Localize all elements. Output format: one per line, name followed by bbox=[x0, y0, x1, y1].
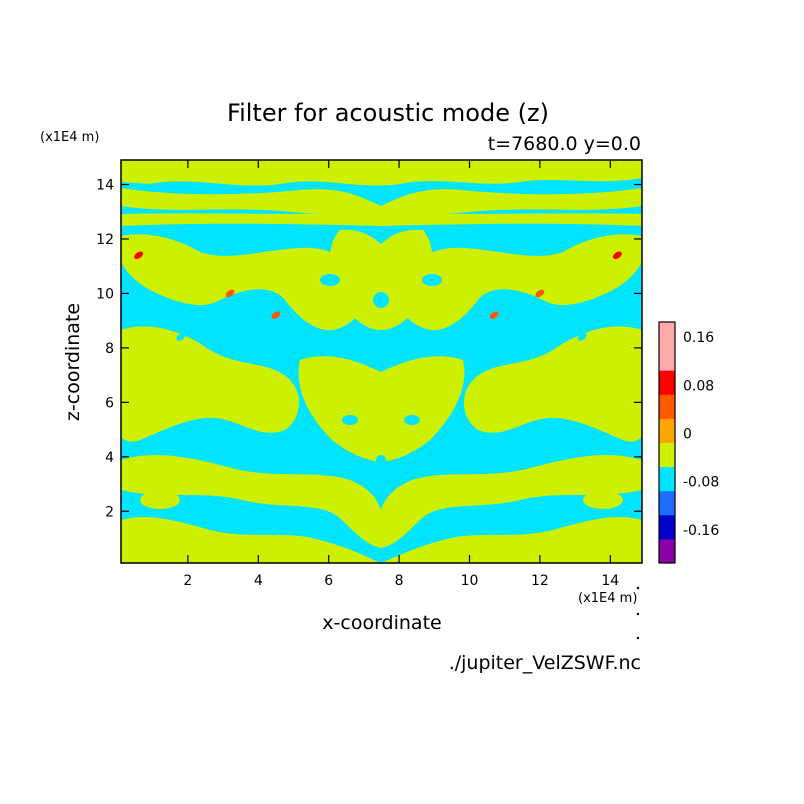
feature-markers bbox=[134, 251, 622, 341]
y-tick-label: 2 bbox=[105, 504, 114, 520]
marker-dot bbox=[636, 612, 640, 616]
chart-subtitle: t=7680.0 y=0.0 bbox=[488, 133, 641, 155]
positive-band bbox=[121, 160, 642, 563]
y-axis-label: z-coordinate bbox=[62, 303, 84, 421]
x-tick-label: 6 bbox=[324, 573, 333, 589]
colorbar-swatch bbox=[659, 322, 675, 347]
y-tick-label: 10 bbox=[96, 286, 114, 302]
colorbar-swatch bbox=[659, 418, 675, 443]
colorbar-tick-label: 0.16 bbox=[683, 330, 714, 346]
x-tick-label: 8 bbox=[395, 573, 404, 589]
x-tick-label: 12 bbox=[531, 573, 549, 589]
colorbar-swatch bbox=[659, 370, 675, 395]
negative-holes bbox=[320, 274, 442, 465]
y-tick-label: 4 bbox=[105, 450, 114, 466]
feature-blob bbox=[225, 289, 235, 298]
chart-title: Filter for acoustic mode (z) bbox=[227, 99, 549, 127]
x-tick-label: 2 bbox=[183, 573, 192, 589]
marker-dot bbox=[636, 586, 640, 590]
x-axis: 2 4 6 8 10 12 14 bbox=[183, 160, 619, 589]
feature-blob bbox=[271, 311, 281, 319]
feature-blob bbox=[577, 333, 587, 341]
colorbar-swatch bbox=[659, 490, 675, 516]
contour-field bbox=[121, 160, 642, 563]
y-axis: 2 4 6 8 10 12 14 bbox=[96, 178, 642, 520]
x-tick-label: 10 bbox=[461, 573, 479, 589]
colorbar-swatch bbox=[659, 514, 675, 540]
colorbar-tick-label: -0.16 bbox=[683, 523, 719, 539]
colorbar-frame bbox=[658, 321, 676, 564]
colorbar-tick-label: -0.08 bbox=[683, 475, 719, 491]
feature-blob bbox=[535, 289, 545, 298]
y-tick-label: 12 bbox=[96, 232, 114, 248]
feature-blob bbox=[612, 251, 622, 260]
x-tick-label: 14 bbox=[601, 573, 619, 589]
y-tick-label: 6 bbox=[105, 395, 114, 411]
y-tick-label: 14 bbox=[96, 178, 114, 194]
y-unit-label: (x1E4 m) bbox=[40, 130, 99, 145]
colorbar-swatch bbox=[659, 442, 675, 468]
colorbar-swatch bbox=[659, 394, 675, 419]
colorbar-tick-label: 0.08 bbox=[683, 378, 714, 394]
colorbar-swatch bbox=[659, 466, 675, 492]
x-unit-label: (x1E4 m) bbox=[578, 591, 637, 606]
colorbar-swatch bbox=[659, 346, 675, 371]
colorbar-swatch bbox=[659, 538, 675, 564]
feature-blob bbox=[134, 251, 144, 260]
plot-frame bbox=[120, 159, 643, 564]
x-tick-label: 4 bbox=[254, 573, 263, 589]
x-axis-label: x-coordinate bbox=[322, 612, 441, 634]
feature-blob bbox=[176, 333, 186, 341]
colorbar-tick-label: 0 bbox=[683, 427, 692, 443]
y-tick-label: 8 bbox=[105, 341, 114, 357]
colorbar: -0.16 -0.08 0 0.08 0.16 bbox=[658, 321, 719, 564]
marker-dot bbox=[636, 636, 640, 640]
feature-blob bbox=[489, 311, 499, 319]
source-file: ./jupiter_VelZSWF.nc bbox=[449, 652, 641, 674]
